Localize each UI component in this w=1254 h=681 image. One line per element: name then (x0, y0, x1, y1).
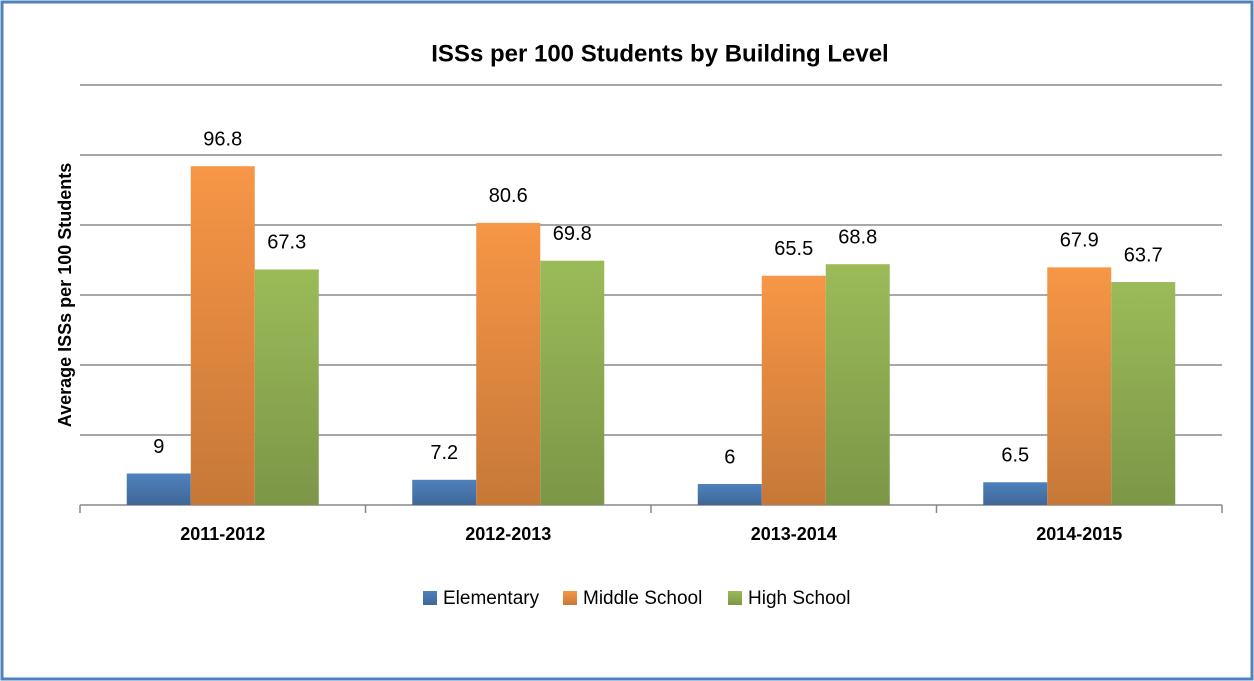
x-tick-label: 2014-2015 (1036, 524, 1122, 544)
bar (697, 484, 762, 505)
legend-label: Elementary (443, 588, 540, 609)
bar (412, 479, 477, 505)
bar (1047, 267, 1112, 505)
bar (476, 222, 541, 505)
bar (761, 275, 826, 505)
data-label: 67.9 (1060, 230, 1099, 252)
bar (126, 473, 191, 505)
bar (1111, 282, 1176, 505)
legend-label: Middle School (583, 588, 702, 609)
legend-swatch (423, 591, 437, 605)
data-label: 63.7 (1124, 244, 1163, 266)
x-tick-label: 2011-2012 (180, 524, 265, 544)
chart-title: ISSs per 100 Students by Building Level (431, 40, 888, 67)
x-tick-label: 2013-2014 (751, 524, 837, 544)
legend-swatch (563, 591, 577, 605)
data-label: 9 (153, 436, 164, 458)
y-axis-label: Average ISSs per 100 Students (55, 163, 75, 427)
bar (825, 264, 890, 505)
data-label: 68.8 (838, 226, 877, 248)
data-label: 67.3 (267, 232, 306, 254)
data-label: 80.6 (489, 185, 528, 207)
data-label: 6.5 (1001, 445, 1029, 467)
bar (983, 482, 1048, 505)
legend-label: High School (748, 588, 850, 609)
bar (540, 260, 605, 505)
bar (190, 166, 255, 505)
x-tick-label: 2012-2013 (465, 524, 551, 544)
data-label: 6 (724, 446, 735, 468)
data-label: 96.8 (203, 128, 242, 150)
data-label: 69.8 (553, 223, 592, 245)
data-label: 65.5 (774, 238, 813, 260)
legend-swatch (728, 591, 742, 605)
bar (254, 269, 319, 505)
data-label: 7.2 (430, 442, 458, 464)
